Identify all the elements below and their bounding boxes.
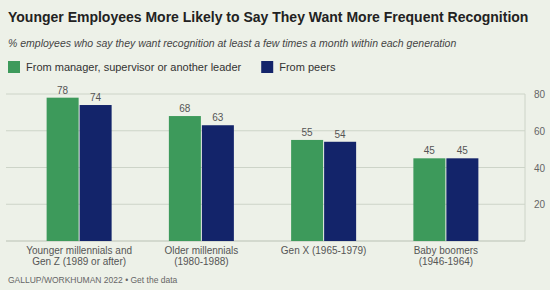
legend-label: From peers (279, 61, 336, 73)
x-tick-line: Gen X (1965-1979) (281, 245, 367, 256)
x-tick-line: Gen Z (1989 or after) (32, 256, 126, 267)
data-label: 55 (302, 127, 314, 138)
bar (324, 142, 356, 241)
subtitle: % employees who say they want recognitio… (8, 37, 456, 49)
x-tick-label: Older millennials(1980-1988) (164, 245, 238, 267)
grid-line (6, 94, 525, 95)
chart: Younger Employees More Likely to Say The… (0, 0, 550, 290)
x-tick-label: Gen X (1965-1979) (281, 245, 367, 256)
data-label: 54 (335, 129, 347, 140)
x-tick-line: (1980-1988) (174, 256, 228, 267)
x-tick-line: (1946-1964) (419, 256, 473, 267)
y-tick-label: 40 (534, 163, 546, 174)
bar (169, 116, 201, 241)
data-label: 68 (179, 103, 191, 114)
x-tick-line: Older millennials (164, 245, 238, 256)
source: GALLUP/WORKHUMAN 2022 • Get the data (8, 275, 178, 285)
bars (47, 98, 479, 241)
bar (446, 158, 478, 241)
y-tick-label: 20 (534, 199, 546, 210)
legend-swatch (8, 61, 20, 73)
bar (80, 105, 112, 241)
bar (413, 158, 445, 241)
legend-swatch (261, 61, 273, 73)
data-label: 74 (90, 92, 102, 103)
x-tick-label: Younger millennials andGen Z (1989 or af… (26, 245, 132, 267)
data-label: 45 (424, 145, 436, 156)
bar (202, 125, 234, 241)
data-label: 63 (212, 112, 224, 123)
bar (47, 98, 79, 241)
legend-label: From manager, supervisor or another lead… (26, 61, 242, 73)
data-label: 45 (457, 145, 469, 156)
y-tick-label: 80 (534, 89, 546, 100)
x-tick-label: Baby boomers(1946-1964) (414, 245, 478, 267)
x-tick-line: Younger millennials and (26, 245, 132, 256)
title: Younger Employees More Likely to Say The… (8, 9, 528, 25)
y-tick-label: 60 (534, 126, 546, 137)
bar (291, 140, 323, 241)
x-tick-line: Baby boomers (414, 245, 478, 256)
y-axis-line (525, 94, 526, 241)
data-label: 78 (57, 85, 69, 96)
